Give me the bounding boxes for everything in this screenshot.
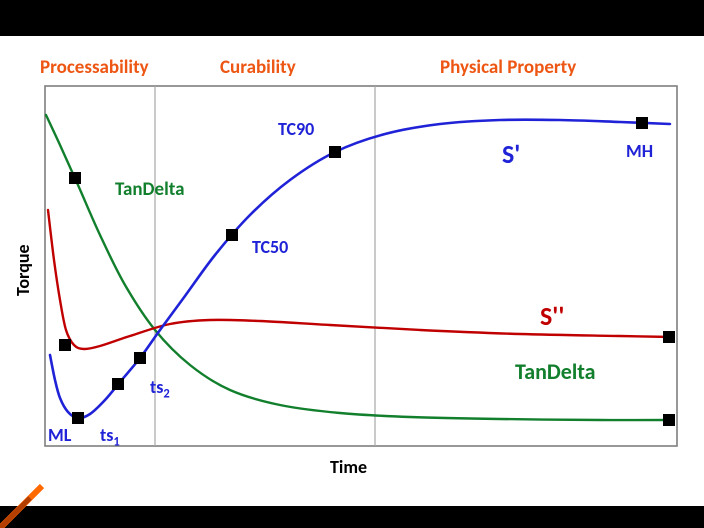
curve-label: TanDelta (515, 358, 596, 385)
marker-tc50 (226, 229, 238, 241)
curve-label: S'' (540, 300, 564, 332)
y-axis-label: Torque (12, 244, 34, 296)
curve-label: S' (502, 138, 520, 170)
marker-ts1 (112, 378, 124, 390)
accent-line (0, 498, 30, 528)
point-label-ml: ML (48, 424, 71, 446)
marker-td0 (69, 172, 81, 184)
point-label-mh: MH (626, 140, 653, 162)
marker-ts2 (134, 352, 146, 364)
marker-mh (636, 117, 648, 129)
x-axis-label: Time (330, 456, 367, 478)
point-label-ts2: ts2 (150, 376, 170, 402)
marker-ml (72, 412, 84, 424)
point-label-ts1: ts1 (100, 424, 120, 450)
marker-tc90 (329, 146, 341, 158)
curve-label: TanDelta (115, 178, 185, 201)
marker-sde (663, 331, 675, 343)
region-label: Curability (220, 56, 296, 79)
region-label: Processability (40, 56, 149, 79)
point-label-tc90: TC90 (278, 118, 314, 140)
marker-tde (663, 414, 675, 426)
region-label: Physical Property (440, 56, 576, 79)
marker-mlr (59, 339, 71, 351)
point-label-tc50: TC50 (252, 236, 288, 258)
